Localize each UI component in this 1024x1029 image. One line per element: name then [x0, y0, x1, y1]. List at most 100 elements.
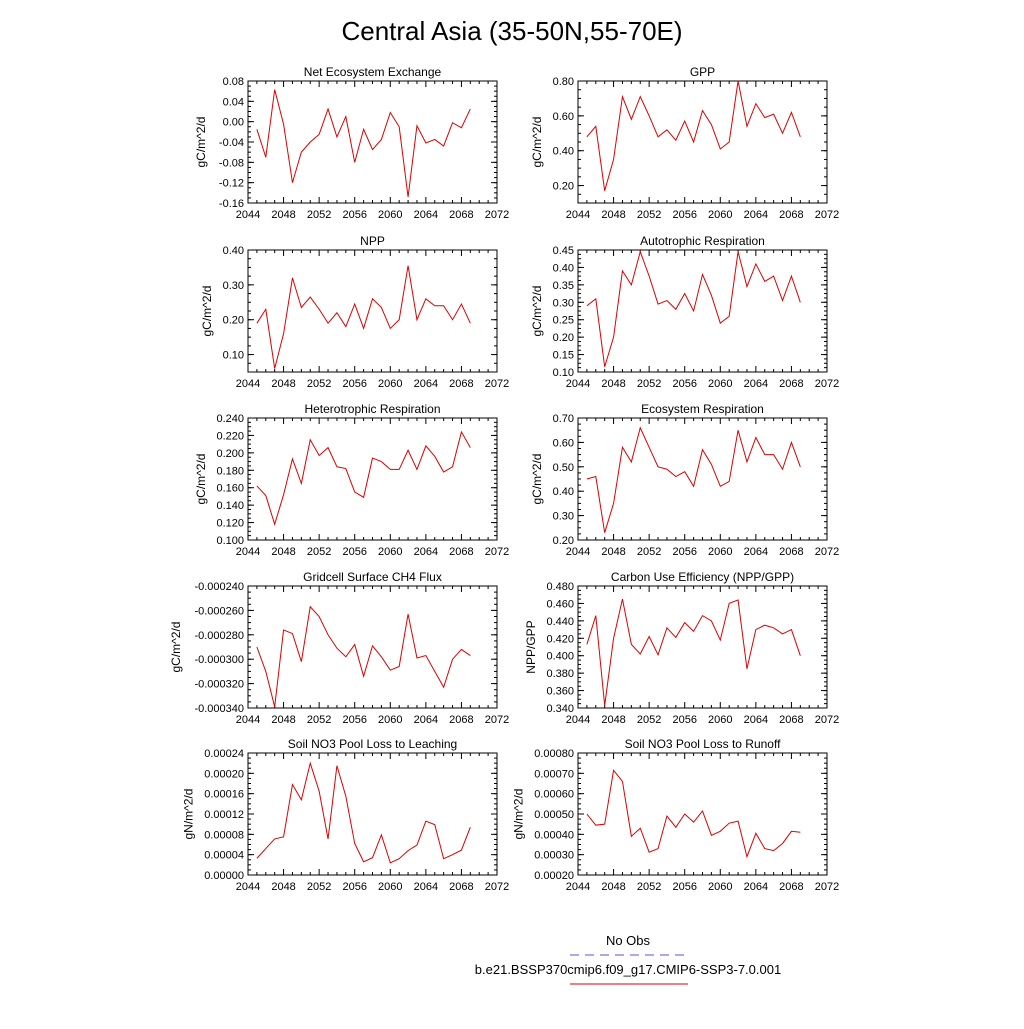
panel-title: Heterotrophic Respiration — [304, 402, 440, 416]
y-tick-label: 0.08 — [223, 76, 244, 88]
x-tick-label: 2044 — [236, 378, 260, 390]
y-tick-label: 0.50 — [553, 462, 574, 474]
plot-frame — [247, 249, 498, 373]
y-tick-label: 0.25 — [553, 315, 574, 327]
panel-title: Autotrophic Respiration — [640, 234, 765, 248]
y-tick-label: -0.000260 — [194, 605, 244, 617]
series-line — [256, 265, 471, 369]
y-tick-label: -0.08 — [219, 157, 244, 169]
x-tick-label: 2052 — [637, 714, 661, 726]
x-tick-label: 2064 — [414, 378, 438, 390]
panel-4: Autotrophic Respiration 2044 2048 2052 2056 2… — [530, 234, 839, 390]
panel-title: NPP — [360, 234, 385, 248]
panel-title: Soil NO3 Pool Loss to Runoff — [625, 737, 782, 751]
series-line — [256, 89, 471, 197]
x-tick-label: 2060 — [708, 378, 732, 390]
y-tick-label: -0.000320 — [194, 679, 244, 691]
x-tick-label: 2072 — [485, 378, 509, 390]
x-tick-label: 2060 — [708, 714, 732, 726]
series-line — [586, 426, 801, 533]
x-tick-label: 2068 — [779, 378, 803, 390]
y-tick-label: 0.140 — [216, 500, 244, 512]
x-tick-label: 2044 — [236, 881, 260, 893]
plot-frame — [577, 752, 828, 876]
x-tick-label: 2048 — [271, 546, 295, 558]
x-tick-label: 2056 — [342, 546, 366, 558]
x-tick-label: 2056 — [342, 881, 366, 893]
y-tick-label: 0.240 — [216, 413, 244, 425]
x-tick-label: 2072 — [815, 209, 839, 221]
panel-3: NPP 2044 2048 2052 2056 2060 2064 2068 2072 0.10 0… — [200, 234, 509, 390]
plot-frame — [577, 585, 828, 709]
x-tick-label: 2048 — [601, 209, 625, 221]
y-tick-label: 0.00020 — [204, 768, 244, 780]
y-axis-label: gC/m^2/d — [530, 286, 544, 337]
x-tick-label: 2044 — [236, 546, 260, 558]
x-tick-label: 2052 — [307, 378, 331, 390]
panel-9: Soil NO3 Pool Loss to Leaching 2044 2048 20… — [182, 737, 510, 893]
series-line — [256, 761, 471, 864]
y-axis-label: gN/m^2/d — [182, 789, 196, 840]
x-tick-label: 2052 — [637, 546, 661, 558]
y-tick-label: 0.00040 — [534, 829, 574, 841]
x-tick-label: 2052 — [637, 209, 661, 221]
x-tick-label: 2072 — [485, 209, 509, 221]
x-tick-label: 2048 — [601, 546, 625, 558]
series-line — [586, 80, 801, 191]
y-tick-label: 0.04 — [223, 96, 244, 108]
y-axis-label: gC/m^2/d — [194, 117, 208, 168]
figure-title: Central Asia (35-50N,55-70E) — [341, 16, 682, 46]
y-tick-label: 0.00030 — [534, 850, 574, 862]
x-tick-label: 2060 — [378, 378, 402, 390]
panel-title: Ecosystem Respiration — [641, 402, 764, 416]
x-tick-label: 2044 — [236, 209, 260, 221]
x-tick-label: 2048 — [271, 714, 295, 726]
panel-5: Heterotrophic Respiration 2044 2048 2052 205… — [194, 402, 509, 558]
y-axis-label: NPP/GPP — [524, 620, 538, 673]
y-tick-label: 0.420 — [546, 633, 574, 645]
x-tick-label: 2048 — [271, 378, 295, 390]
x-tick-label: 2072 — [485, 881, 509, 893]
x-tick-label: 2052 — [307, 714, 331, 726]
y-tick-label: -0.12 — [219, 178, 244, 190]
y-tick-label: -0.000280 — [194, 630, 244, 642]
y-axis-label: gC/m^2/d — [194, 454, 208, 505]
legend-case-label: b.e21.BSSP370cmip6.f09_g17.CMIP6-SSP3-7.… — [475, 962, 781, 977]
y-tick-label: 0.00024 — [204, 748, 244, 760]
y-axis-label: gC/m^2/d — [200, 286, 214, 337]
panels: Net Ecosystem Exchange 2044 2048 2052 2056 20… — [169, 65, 839, 893]
y-tick-label: 0.160 — [216, 483, 244, 495]
y-tick-label: 0.00070 — [534, 768, 574, 780]
y-tick-label: 0.480 — [546, 581, 574, 593]
y-tick-label: 0.40 — [553, 262, 574, 274]
x-tick-label: 2056 — [672, 546, 696, 558]
x-tick-label: 2068 — [779, 209, 803, 221]
x-tick-label: 2068 — [779, 881, 803, 893]
x-tick-label: 2072 — [815, 714, 839, 726]
series-line — [256, 430, 471, 527]
y-tick-label: 0.10 — [223, 350, 244, 362]
x-tick-label: 2064 — [744, 546, 768, 558]
panel-title: Net Ecosystem Exchange — [304, 65, 442, 79]
x-tick-label: 2068 — [779, 714, 803, 726]
x-tick-label: 2044 — [566, 714, 590, 726]
x-tick-label: 2068 — [449, 881, 473, 893]
y-tick-label: 0.200 — [216, 448, 244, 460]
plot-frame — [247, 80, 498, 204]
x-tick-label: 2068 — [449, 546, 473, 558]
legend-obs-label: No Obs — [606, 933, 651, 948]
x-tick-label: 2048 — [271, 881, 295, 893]
x-tick-label: 2048 — [601, 378, 625, 390]
y-tick-label: 0.120 — [216, 518, 244, 530]
x-tick-label: 2072 — [485, 714, 509, 726]
plot-frame — [577, 417, 828, 541]
x-tick-label: 2060 — [708, 546, 732, 558]
panel-title: Soil NO3 Pool Loss to Leaching — [288, 737, 457, 751]
x-tick-label: 2056 — [342, 378, 366, 390]
y-tick-label: 0.20 — [553, 535, 574, 547]
y-tick-label: 0.00004 — [204, 850, 244, 862]
y-tick-label: 0.00 — [223, 117, 244, 129]
series-line — [586, 598, 801, 706]
